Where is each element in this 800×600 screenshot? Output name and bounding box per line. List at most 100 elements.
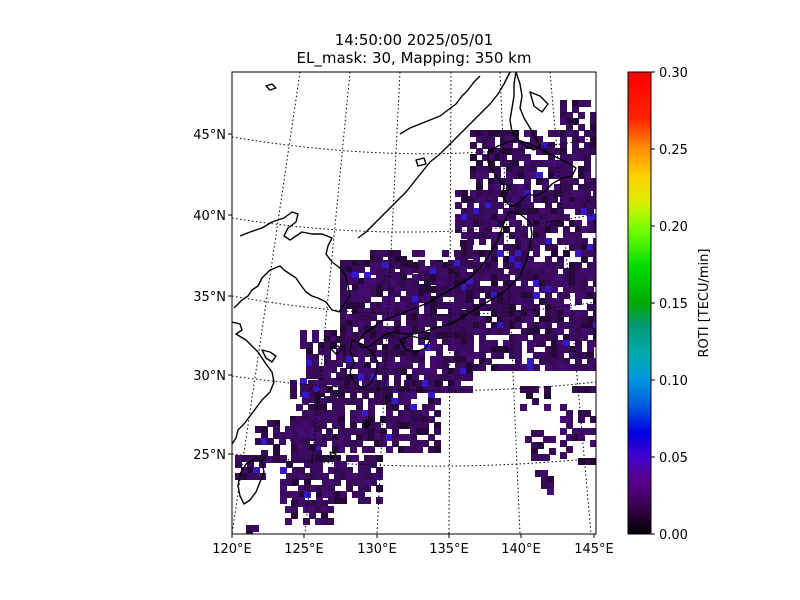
roti-cell (340, 320, 347, 327)
roti-cell (430, 278, 437, 285)
roti-cell (485, 232, 492, 239)
roti-cell (541, 476, 548, 483)
roti-cell (461, 196, 468, 203)
roti-cell (530, 136, 537, 143)
roti-cell (344, 386, 351, 393)
graticule-lon-135 (376, 72, 401, 534)
roti-cell (593, 358, 596, 365)
roti-cell (368, 446, 375, 453)
roti-cell (557, 340, 564, 347)
roti-cell (362, 446, 369, 453)
roti-cell (520, 404, 527, 411)
roti-cell (350, 428, 357, 435)
roti-cell (388, 286, 395, 293)
roti-cell (332, 440, 339, 447)
roti-cell (479, 316, 486, 323)
roti-cell (584, 428, 591, 435)
roti-cell (416, 428, 423, 435)
roti-cell (527, 262, 534, 269)
roti-cell (479, 202, 486, 209)
roti-cell (334, 455, 341, 462)
roti-cell (400, 344, 407, 351)
roti-cell (318, 342, 325, 349)
roti-cell (376, 260, 383, 267)
roti-cell (545, 274, 552, 281)
roti-cell (344, 380, 351, 387)
roti-cell (350, 446, 357, 453)
roti-cell (330, 366, 337, 373)
roti-cell (581, 196, 588, 203)
roti-cell (572, 428, 579, 435)
roti-cell (380, 440, 387, 447)
roti-cell (436, 274, 443, 281)
roti-cell (584, 410, 591, 417)
roti-cell (455, 346, 462, 353)
roti-cell (497, 352, 504, 359)
roti-cell (338, 446, 345, 453)
roti-cell (302, 434, 309, 441)
roti-cell (521, 280, 528, 287)
roti-cell (315, 426, 322, 433)
roti-cell (581, 286, 588, 293)
roti-cell (509, 262, 516, 269)
roti-cell (280, 491, 287, 498)
roti-cell (370, 308, 377, 315)
roti-cell (412, 326, 419, 333)
roti-cell (531, 442, 538, 449)
roti-cell (497, 292, 504, 299)
roti-cell (412, 374, 419, 381)
roti-cell (412, 274, 419, 281)
roti-cell (551, 262, 558, 269)
roti-cell (320, 440, 327, 447)
roti-cell (418, 250, 425, 257)
roti-cell (575, 232, 582, 239)
roti-cell (587, 262, 594, 269)
roti-cell (412, 308, 419, 315)
roti-cell (557, 328, 564, 335)
roti-cell (392, 422, 399, 429)
roti-cell (273, 432, 280, 439)
roti-cell (584, 142, 591, 149)
roti-cell (593, 238, 596, 245)
roti-cell (466, 356, 473, 363)
roti-cell (368, 422, 375, 429)
roti-cell (346, 260, 353, 267)
roti-cell (473, 208, 480, 215)
roti-cell (503, 226, 510, 233)
roti-cell (340, 290, 347, 297)
roti-cell (563, 340, 570, 347)
roti-cell (376, 302, 383, 309)
roti-cell (488, 136, 495, 143)
roti-cell (587, 268, 594, 275)
roti-cell (382, 356, 389, 363)
roti-cell (364, 332, 371, 339)
roti-cell (466, 284, 473, 291)
roti-cell (422, 440, 429, 447)
roti-cell (309, 512, 316, 519)
roti-cell (412, 296, 419, 303)
roti-cell (448, 290, 455, 297)
roti-cell (539, 262, 546, 269)
roti-cell (442, 262, 449, 269)
roti-cell (400, 368, 407, 375)
roti-cell (545, 316, 552, 323)
roti-cell (241, 473, 248, 480)
roti-cell (340, 467, 347, 474)
roti-cell (382, 268, 389, 275)
roti-cell (521, 256, 528, 263)
roti-cell (545, 268, 552, 275)
roti-cell (518, 166, 525, 173)
roti-cell (314, 398, 321, 405)
roti-cell (418, 332, 425, 339)
roti-cell (364, 479, 371, 486)
roti-cell (382, 326, 389, 333)
roti-cell (533, 352, 540, 359)
roti-cell (412, 350, 419, 357)
roti-cell (364, 272, 371, 279)
roti-cell (527, 256, 534, 263)
roti-cell (491, 322, 498, 329)
roti-cell (533, 304, 540, 311)
roti-cell (388, 356, 395, 363)
roti-cell (536, 136, 543, 143)
roti-cell (292, 455, 299, 462)
